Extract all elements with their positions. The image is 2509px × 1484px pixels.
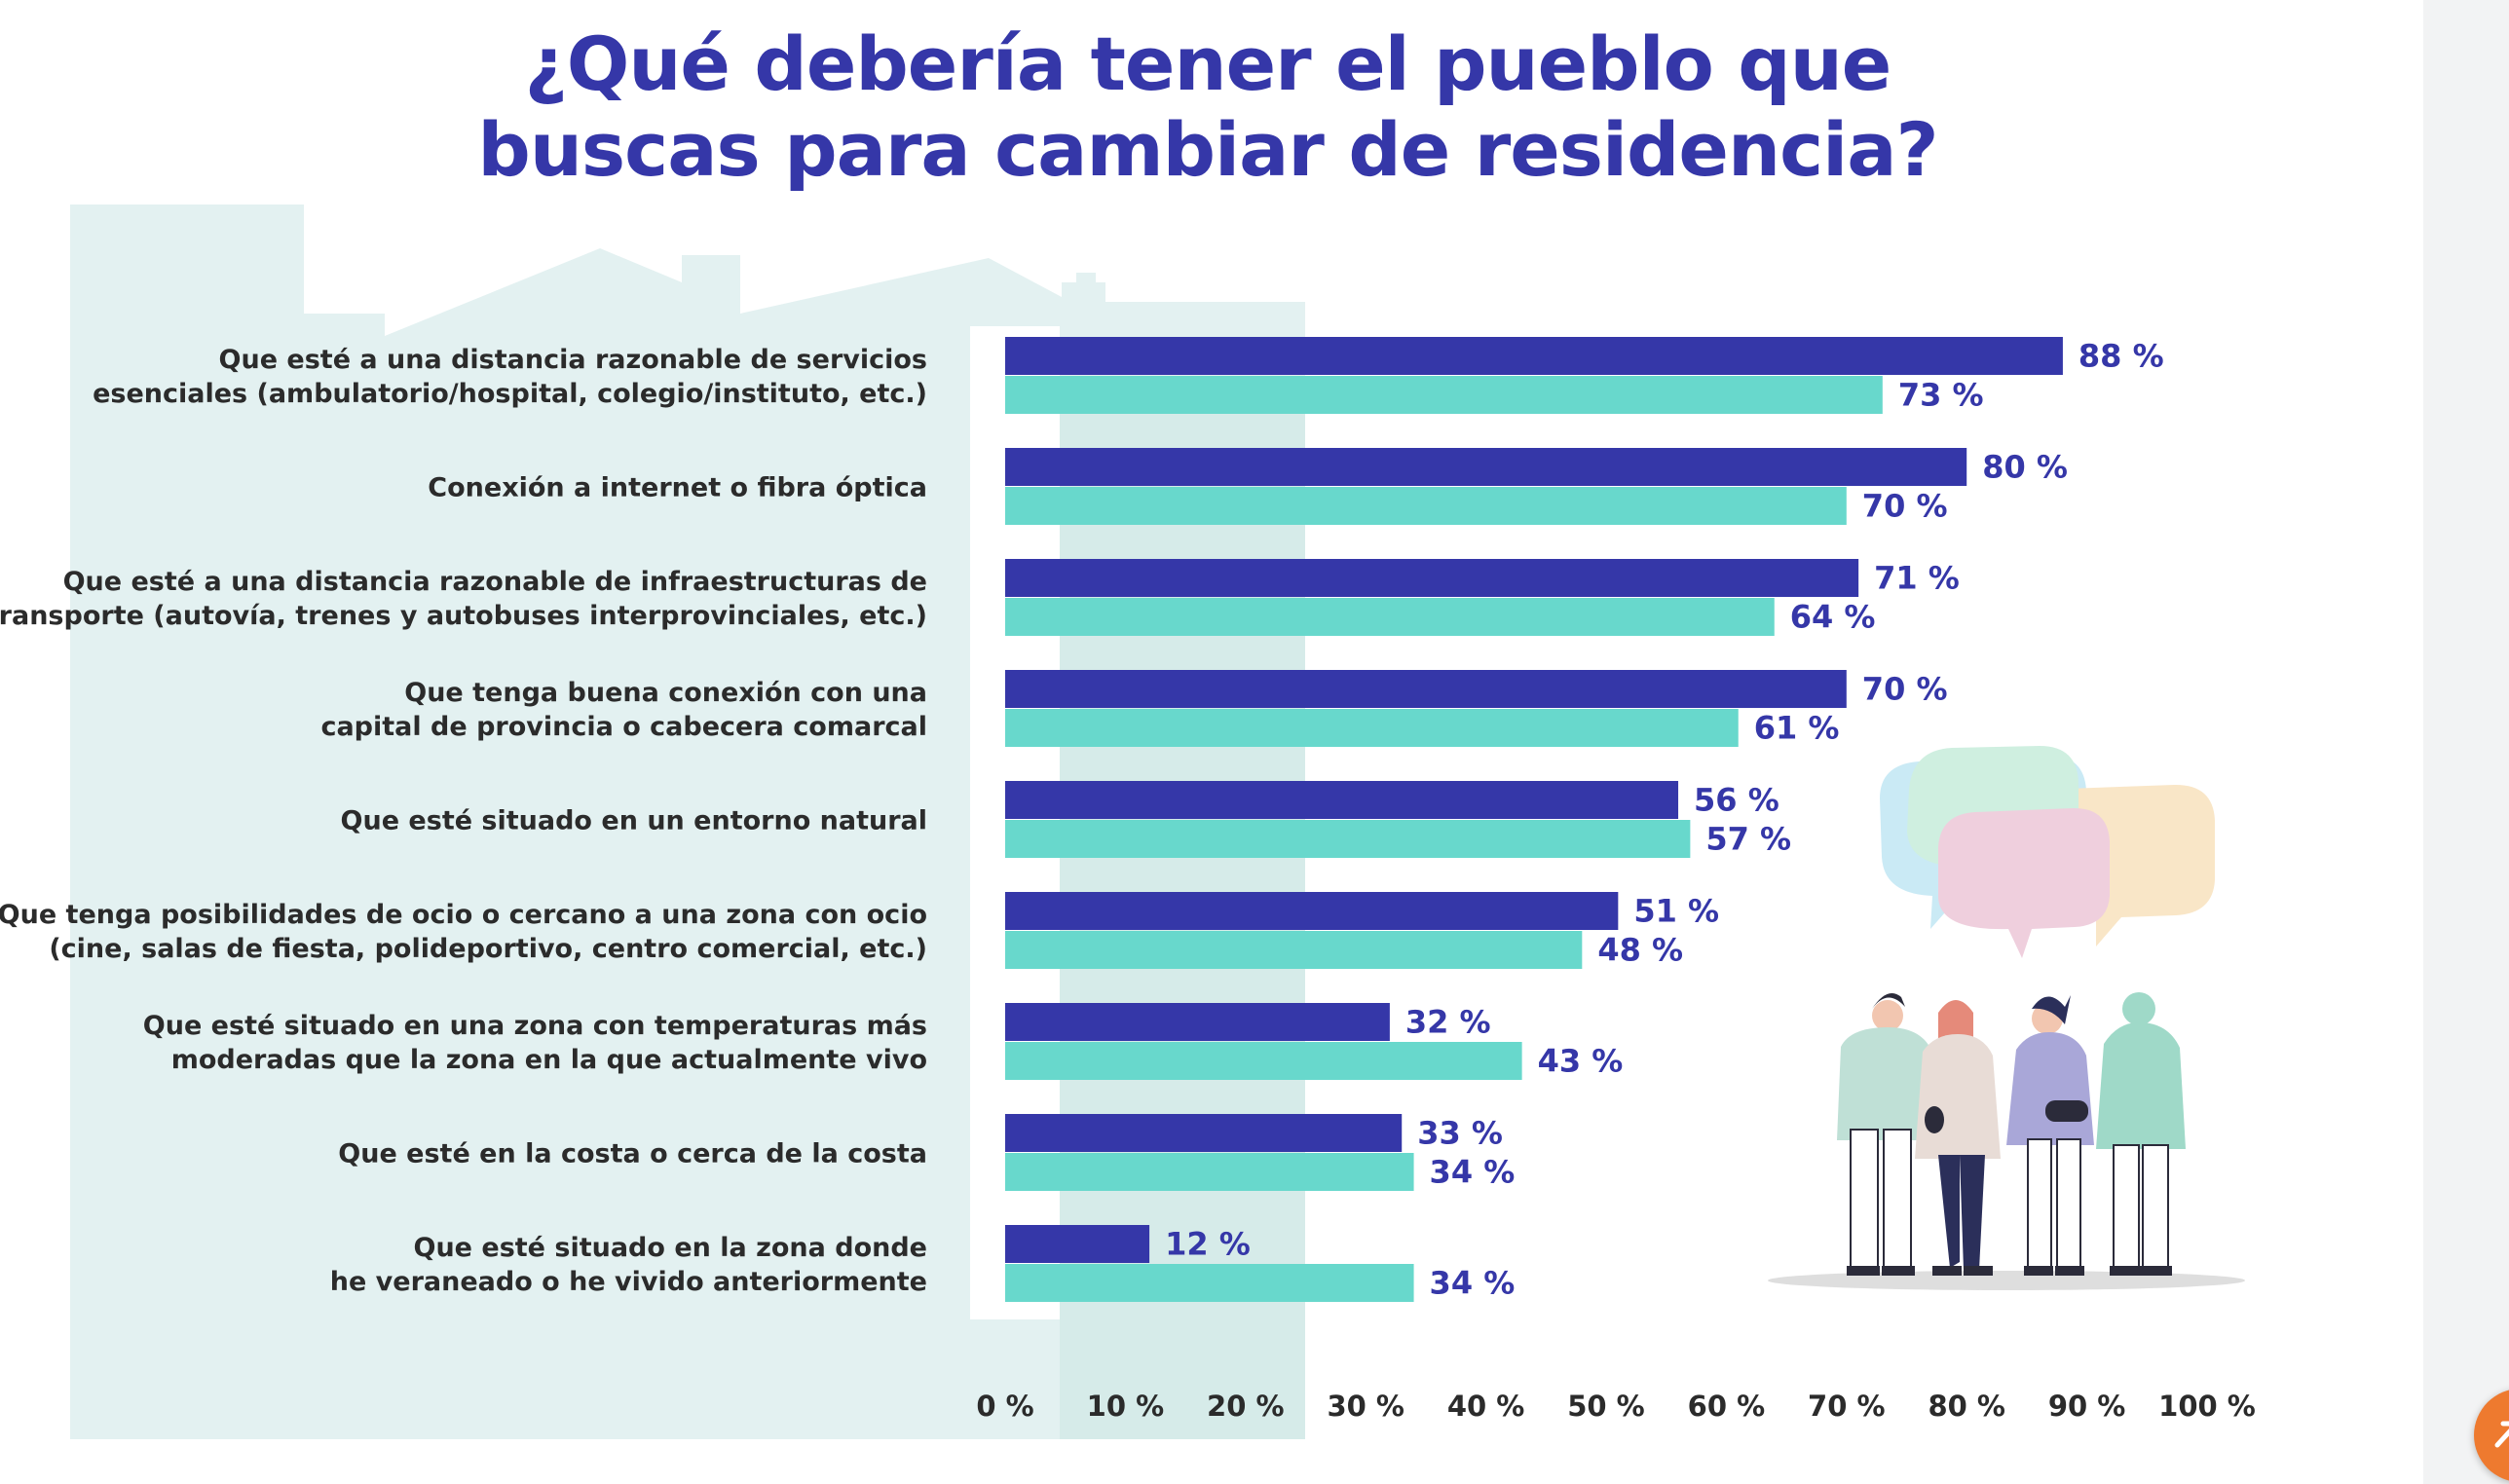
value-label-series-2-item-5: 57 % xyxy=(1705,821,1791,858)
bar-series-2-item-2 xyxy=(1005,487,1847,525)
x-tick-label-20: 20 % xyxy=(1207,1390,1285,1423)
value-label-series-2-item-1: 73 % xyxy=(1898,377,1984,414)
bar-series-1-item-3 xyxy=(1005,559,1859,597)
category-label-9-line-1: Que esté situado en la zona donde xyxy=(414,1233,928,1263)
category-label-3-line-2: transporte (autovía, trenes y autobuses … xyxy=(0,601,927,631)
value-label-series-1-item-9: 12 % xyxy=(1165,1226,1251,1263)
value-label-series-1-item-8: 33 % xyxy=(1417,1115,1503,1152)
bar-series-2-item-5 xyxy=(1005,820,1691,858)
category-label-2-line-1: Conexión a internet o fibra óptica xyxy=(428,473,927,503)
value-label-series-2-item-2: 70 % xyxy=(1862,488,1948,525)
value-label-series-2-item-7: 43 % xyxy=(1538,1043,1624,1080)
bar-series-1-item-2 xyxy=(1005,448,1967,486)
bar-series-2-item-4 xyxy=(1005,709,1739,747)
x-tick-label-70: 70 % xyxy=(1808,1390,1886,1423)
bar-series-2-item-8 xyxy=(1005,1153,1414,1191)
category-label-9-line-2: he veraneado o he vivido anteriormente xyxy=(330,1267,927,1297)
x-axis-ticks: 0 % 10 % 20 % 30 % 40 % 50 % 60 % 70 % 80 % 90 % 1… xyxy=(976,1390,2256,1423)
bar-series-2-item-1 xyxy=(1005,376,1883,414)
value-label-series-2-item-4: 61 % xyxy=(1754,710,1840,747)
category-label-4-line-2: capital de provincia o cabecera comarcal xyxy=(320,712,927,742)
value-label-series-1-item-2: 80 % xyxy=(1982,449,2068,486)
bar-series-2-item-9 xyxy=(1005,1264,1414,1302)
value-label-series-1-item-5: 56 % xyxy=(1694,782,1779,819)
value-label-series-1-item-3: 71 % xyxy=(1874,560,1960,597)
bars-layer: 88 % 73 % 80 % 70 % 71 %64 % 70 % 61 % 56 %57 %… xyxy=(1005,337,2164,1302)
bar-series-2-item-6 xyxy=(1005,931,1583,969)
category-label-1-line-2: esenciales (ambulatorio/hospital, colegi… xyxy=(93,379,927,409)
chart-title: ¿Qué debería tener el pueblo que buscas … xyxy=(234,21,2182,193)
bar-series-1-item-5 xyxy=(1005,781,1679,819)
x-tick-label-10: 10 % xyxy=(1087,1390,1165,1423)
category-label-3-line-1: Que esté a una distancia razonable de in… xyxy=(63,567,927,597)
category-label-6-line-2: (cine, salas de fiesta, polideportivo, c… xyxy=(49,934,927,964)
x-tick-label-40: 40 % xyxy=(1447,1390,1525,1423)
category-label-6-line-1: Que tenga posibilidades de ocio o cercan… xyxy=(0,900,927,930)
x-tick-label-80: 80 % xyxy=(1928,1390,2005,1423)
value-label-series-2-item-6: 48 % xyxy=(1597,932,1683,969)
speech-bubbles-illustration xyxy=(1880,746,2215,958)
bar-series-1-item-7 xyxy=(1005,1003,1390,1041)
chart-title-line-2: buscas para cambiar de residencia? xyxy=(477,106,1938,193)
bar-chart: 88 % 73 % 80 % 70 % 71 %64 % 70 % 61 % 56 %57 %… xyxy=(0,204,2256,1439)
category-label-7-line-1: Que esté situado en una zona con tempera… xyxy=(143,1011,927,1041)
person-1-illustration xyxy=(1837,993,1938,1276)
x-tick-label-60: 60 % xyxy=(1688,1390,1766,1423)
value-label-series-1-item-7: 32 % xyxy=(1405,1004,1491,1041)
category-label-7-line-2: moderadas que la zona en la que actualme… xyxy=(171,1045,927,1075)
bar-series-1-item-9 xyxy=(1005,1225,1150,1263)
value-label-series-2-item-9: 34 % xyxy=(1430,1265,1516,1302)
value-label-series-2-item-3: 64 % xyxy=(1790,599,1876,636)
x-tick-label-90: 90 % xyxy=(2048,1390,2126,1423)
value-label-series-1-item-4: 70 % xyxy=(1862,671,1948,708)
chart-title-line-1: ¿Qué debería tener el pueblo que xyxy=(524,20,1892,107)
category-labels: Que esté a una distancia razonable de se… xyxy=(0,345,927,1297)
value-label-series-1-item-1: 88 % xyxy=(2078,338,2164,375)
bar-series-2-item-3 xyxy=(1005,598,1775,636)
category-label-4-line-1: Que tenga buena conexión con una xyxy=(404,678,927,708)
person-4-illustration xyxy=(2096,992,2186,1276)
category-label-8-line-1: Que esté en la costa o cerca de la costa xyxy=(338,1139,927,1169)
arrow-up-icon xyxy=(2494,1421,2509,1448)
bar-series-1-item-1 xyxy=(1005,337,2063,375)
person-2-illustration xyxy=(1915,1000,2001,1276)
x-tick-label-30: 30 % xyxy=(1327,1390,1404,1423)
bar-series-1-item-4 xyxy=(1005,670,1847,708)
group-of-people-illustration xyxy=(1768,992,2245,1290)
x-tick-label-50: 50 % xyxy=(1567,1390,1645,1423)
bar-series-1-item-6 xyxy=(1005,892,1619,930)
value-label-series-1-item-6: 51 % xyxy=(1633,893,1719,930)
bar-series-2-item-7 xyxy=(1005,1042,1522,1080)
person-3-illustration xyxy=(2006,995,2094,1276)
bar-series-1-item-8 xyxy=(1005,1114,1403,1152)
category-label-5-line-1: Que esté situado en un entorno natural xyxy=(341,806,927,836)
category-label-1-line-1: Que esté a una distancia razonable de se… xyxy=(219,345,927,375)
x-tick-label-0: 0 % xyxy=(976,1390,1033,1423)
page-side-strip xyxy=(2423,0,2509,1484)
x-tick-label-100: 100 % xyxy=(2158,1390,2256,1423)
value-label-series-2-item-8: 34 % xyxy=(1430,1154,1516,1191)
